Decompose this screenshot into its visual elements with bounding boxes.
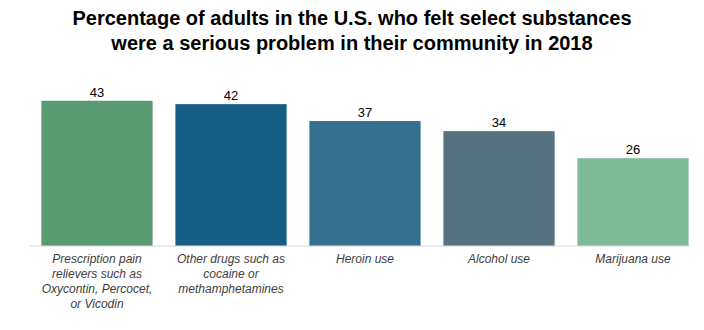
category-label-line: Marijuana use [595, 252, 671, 266]
title: Percentage of adults in the U.S. who fel… [72, 7, 631, 54]
category-label: Heroin use [336, 252, 394, 266]
data-label: 34 [492, 115, 506, 130]
category-label: Other drugs such ascocaine ormethampheta… [177, 252, 285, 296]
labels: 43 Prescription painrelievers such asOxyc… [42, 85, 671, 311]
category-label-line: cocaine or [203, 267, 259, 281]
data-label: 37 [358, 105, 372, 120]
bar [309, 121, 420, 246]
category-label-line: Oxycontin, Percocet, [42, 282, 153, 296]
title-line: were a serious problem in their communit… [110, 32, 592, 54]
bar [577, 158, 688, 246]
baseline [30, 246, 690, 247]
category-label-line: methamphetamines [178, 282, 283, 296]
bar [41, 101, 152, 246]
chart: Percentage of adults in the U.S. who fel… [0, 0, 704, 330]
category-label-line: Heroin use [336, 252, 394, 266]
bar [443, 131, 554, 246]
category-label: Marijuana use [595, 252, 671, 266]
category-label: Alcohol use [467, 252, 530, 266]
title-line: Percentage of adults in the U.S. who fel… [72, 7, 631, 29]
category-label-line: Other drugs such as [177, 252, 285, 266]
bar [175, 104, 286, 246]
category-label-line: or Vicodin [70, 297, 123, 311]
category-label-line: Alcohol use [467, 252, 530, 266]
data-label: 43 [90, 85, 104, 100]
category-label-line: relievers such as [52, 267, 142, 281]
category-label: Prescription painrelievers such asOxycon… [42, 252, 153, 311]
category-label-line: Prescription pain [52, 252, 142, 266]
bars [41, 101, 688, 246]
data-label: 42 [224, 88, 238, 103]
data-label: 26 [626, 142, 640, 157]
